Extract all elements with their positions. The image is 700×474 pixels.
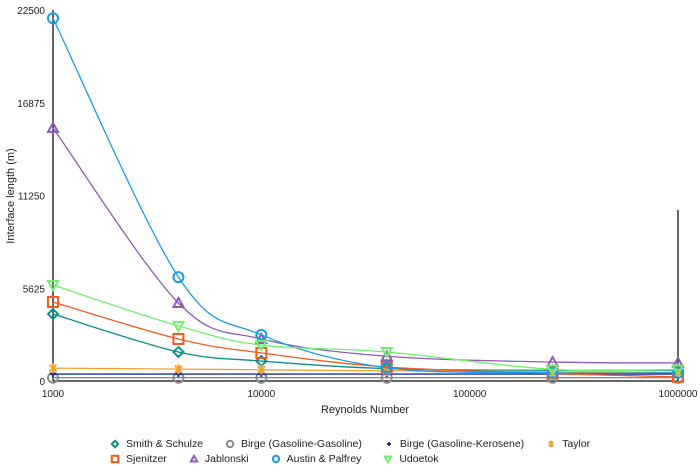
plus-marker — [386, 442, 391, 446]
circle-marker — [546, 366, 559, 379]
triangle-down-marker — [545, 364, 560, 377]
legend-item: Birge (Gasoline-Gasoline) — [225, 438, 362, 450]
series-line — [52, 127, 679, 364]
x-tick-label: 1000000 — [659, 389, 698, 400]
legend-item: Udoetok — [383, 453, 438, 465]
legend-label: Jablonski — [204, 453, 249, 465]
square-marker — [255, 346, 268, 359]
legend-marker-icon — [383, 455, 394, 464]
triangle-down-marker — [383, 455, 394, 464]
triangle-down-marker — [254, 340, 269, 353]
legend-label: Austin & Palfrey — [286, 453, 362, 465]
legend-marker-icon — [110, 454, 120, 464]
legend-item: Austin & Palfrey — [271, 453, 362, 465]
circle-marker — [47, 12, 59, 25]
x-tick-label: 1000 — [42, 389, 65, 400]
circle-marker — [255, 328, 268, 341]
legend-label: Sjenitzer — [126, 453, 167, 465]
triangle-marker — [46, 120, 60, 133]
legend-marker-icon — [548, 440, 555, 448]
legend-item: Jablonski — [188, 453, 249, 465]
axes: 1000 10000 100000 1000000 0 5625 11250 16875 225… — [17, 6, 698, 400]
circle-marker — [172, 271, 185, 284]
legend-label: Birge (Gasoline-Kerosene) — [399, 438, 525, 450]
x-tick-label: 10000 — [247, 389, 275, 400]
triangle-marker — [380, 349, 394, 362]
y-tick-label: 5625 — [23, 284, 46, 295]
star-marker — [174, 364, 183, 375]
y-tick-label: 0 — [39, 377, 45, 388]
circle-marker — [380, 361, 393, 374]
legend: Smith & Schulze Birge (Gasoline-Gasoline)… — [110, 438, 670, 465]
star-marker — [48, 363, 58, 374]
triangle-marker — [188, 454, 199, 463]
diamond-marker — [172, 345, 185, 359]
legend-label: Birge (Gasoline-Gasoline) — [241, 438, 362, 450]
series-line — [52, 367, 679, 374]
legend-item: Sjenitzer — [110, 453, 167, 465]
legend-marker-icon — [225, 439, 235, 449]
series-line — [52, 17, 679, 374]
series-austin-palfrey — [47, 12, 684, 379]
legend-marker-icon — [110, 439, 120, 449]
series-line — [52, 301, 679, 378]
y-tick-label: 11250 — [18, 192, 46, 203]
y-tick-label: 22500 — [17, 6, 45, 17]
series-birge-gasoline-gasoline- — [47, 371, 684, 384]
square-marker — [47, 296, 59, 309]
circle-marker — [672, 366, 684, 379]
diamond-marker — [110, 439, 120, 449]
triangle-marker — [171, 295, 186, 309]
square-marker — [672, 370, 684, 383]
legend-item: Taylor — [546, 438, 590, 450]
square-marker — [110, 454, 120, 464]
series-udoetok — [46, 280, 685, 377]
legend-label: Taylor — [562, 438, 591, 450]
series-lines — [46, 12, 685, 384]
legend-marker-icon — [188, 454, 199, 463]
series-line — [52, 284, 679, 372]
triangle-down-marker — [671, 364, 685, 377]
x-tick-label: 100000 — [453, 389, 487, 400]
legend-marker-icon — [271, 454, 280, 464]
square-marker — [172, 332, 185, 345]
legend-item: Smith & Schulze — [110, 438, 203, 450]
diamond-marker — [46, 307, 60, 321]
star-marker — [257, 364, 266, 375]
star-marker — [548, 440, 555, 448]
legend-item: Birge (Gasoline-Kerosene) — [384, 438, 524, 450]
triangle-down-marker — [171, 320, 186, 333]
y-axis-label: Interface length (m) — [5, 148, 17, 243]
y-tick-label: 16875 — [17, 99, 45, 110]
legend-label: Udoetok — [399, 453, 439, 465]
series-jablonski — [46, 120, 685, 368]
triangle-down-marker — [46, 280, 60, 293]
circle-marker — [225, 439, 235, 449]
triangle-down-marker — [380, 346, 394, 360]
legend-label: Smith & Schulze — [126, 438, 204, 450]
x-axis-label: Reynolds Number — [321, 404, 409, 416]
circle-marker — [271, 454, 280, 464]
legend-marker-icon — [386, 442, 391, 446]
